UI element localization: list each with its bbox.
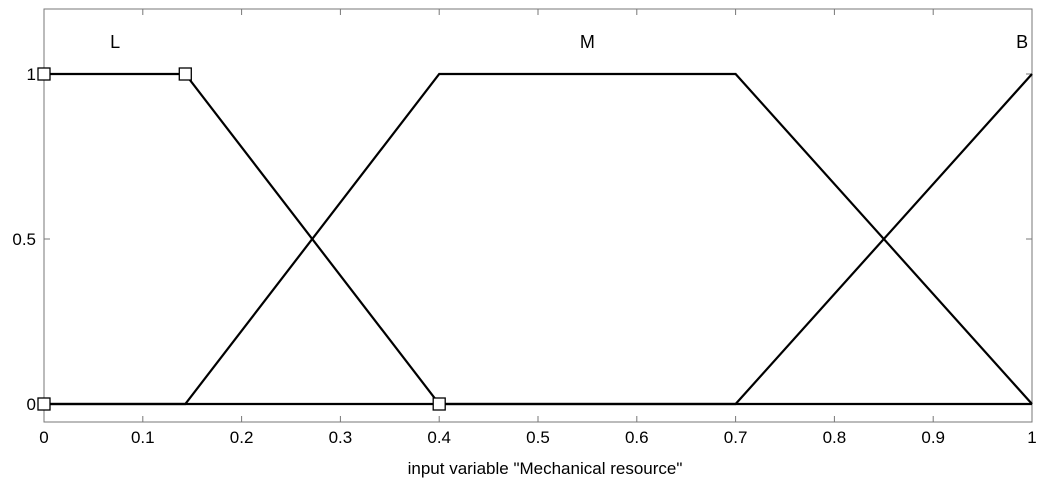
series-lines (44, 72, 1033, 406)
x-tick-label: 0.1 (131, 428, 155, 447)
membership-label-b: B (1016, 32, 1028, 52)
x-tick-label: 0.2 (230, 428, 254, 447)
x-tick-label: 0.5 (526, 428, 550, 447)
y-tick-label: 1 (27, 65, 36, 84)
x-tick-label: 0 (39, 428, 48, 447)
x-tick-label: 0.4 (427, 428, 451, 447)
axis-ticks: 0 0.1 0.2 0.3 0.4 0.5 0.6 0.7 0.8 0.9 1 0 0.5 1 (12, 9, 1037, 447)
point-marker[interactable] (178, 67, 192, 81)
point-marker[interactable] (37, 397, 51, 411)
x-tick-label: 0.6 (625, 428, 649, 447)
series-line-b (44, 73, 1033, 406)
plot-frame (43, 8, 1033, 423)
x-tick-label: 0.7 (724, 428, 748, 447)
membership-label-m: M (580, 32, 595, 52)
x-axis-title: input variable "Mechanical resource" (408, 459, 683, 478)
y-tick-label: 0.5 (12, 230, 36, 249)
membership-label-l: L (110, 32, 120, 52)
point-marker[interactable] (432, 397, 446, 411)
y-tick-label: 0 (27, 395, 36, 414)
point-marker[interactable] (37, 67, 51, 81)
x-tick-label: 0.9 (921, 428, 945, 447)
x-tick-label: 0.8 (823, 428, 847, 447)
x-tick-label: 1 (1027, 428, 1036, 447)
point-markers (37, 67, 446, 411)
x-tick-label: 0.3 (329, 428, 353, 447)
